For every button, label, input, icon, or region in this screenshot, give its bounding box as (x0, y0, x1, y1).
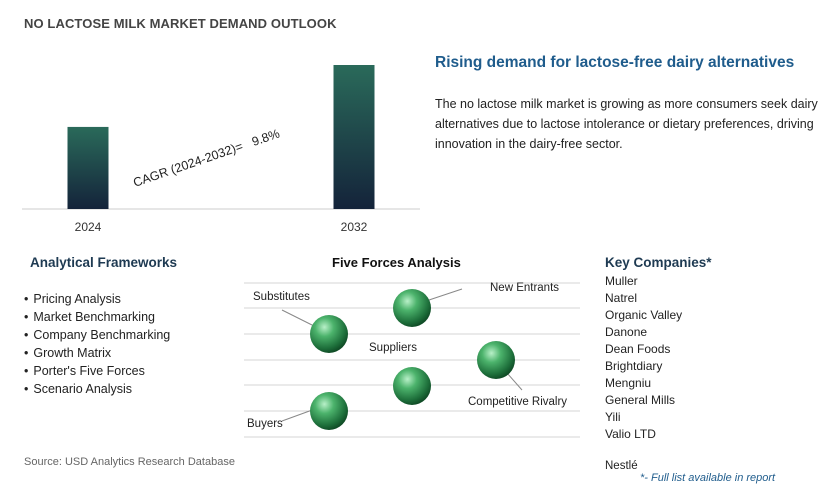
page-title: NO LACTOSE MILK MARKET DEMAND OUTLOOK (24, 16, 337, 31)
company-item: General Mills (605, 393, 676, 407)
framework-item: Company Benchmarking (24, 326, 170, 344)
company-item: Organic Valley (605, 308, 683, 322)
frameworks-title: Analytical Frameworks (30, 255, 178, 270)
company-item: Muller (605, 274, 638, 288)
bar-2024 (67, 126, 109, 209)
summary-description: The no lactose milk market is growing as… (435, 97, 818, 151)
framework-item: Growth Matrix (24, 344, 170, 362)
summary-headline: Rising demand for lactose-free dairy alt… (435, 54, 795, 71)
x-tick-2032: 2032 (341, 220, 368, 234)
key-companies-list: Muller Natrel Organic Valley Danone Dean… (605, 273, 682, 443)
framework-item: Scenario Analysis (24, 380, 170, 398)
force-label-competitive-rivalry: Competitive Rivalry (468, 396, 568, 408)
framework-item: Porter's Five Forces (24, 362, 170, 380)
suppliers-sphere-icon (393, 367, 431, 405)
company-item: Yili (605, 410, 621, 424)
company-item: Dean Foods (605, 342, 671, 356)
company-item-clipped: Nestlé (605, 460, 638, 470)
buyers-sphere-icon (310, 392, 348, 430)
five-forces-title: Five Forces Analysis (332, 255, 461, 270)
key-companies-title: Key Companies* (605, 255, 712, 270)
company-item: Valio LTD (605, 427, 656, 441)
new-entrants-sphere-icon (393, 289, 431, 327)
framework-item: Pricing Analysis (24, 290, 170, 308)
company-item: Brightdiary (605, 359, 663, 373)
competitive-rivalry-sphere-icon (477, 341, 515, 379)
force-label-new-entrants: New Entrants (490, 282, 560, 294)
force-label-suppliers: Suppliers (369, 342, 417, 354)
force-label-buyers: Buyers (247, 418, 283, 430)
company-item: Mengniu (605, 376, 652, 390)
x-tick-2024: 2024 (75, 220, 102, 234)
source-note: Source: USD Analytics Research Database (24, 456, 235, 468)
full-list-footnote: *- Full list available in report (640, 472, 776, 484)
bar-2032 (333, 65, 375, 209)
company-item: Danone (605, 325, 648, 339)
force-label-substitutes: Substitutes (253, 291, 310, 303)
framework-item: Market Benchmarking (24, 308, 170, 326)
company-item: Natrel (605, 291, 638, 305)
substitutes-sphere-icon (310, 315, 348, 353)
frameworks-list: Pricing Analysis Market Benchmarking Com… (24, 290, 170, 398)
